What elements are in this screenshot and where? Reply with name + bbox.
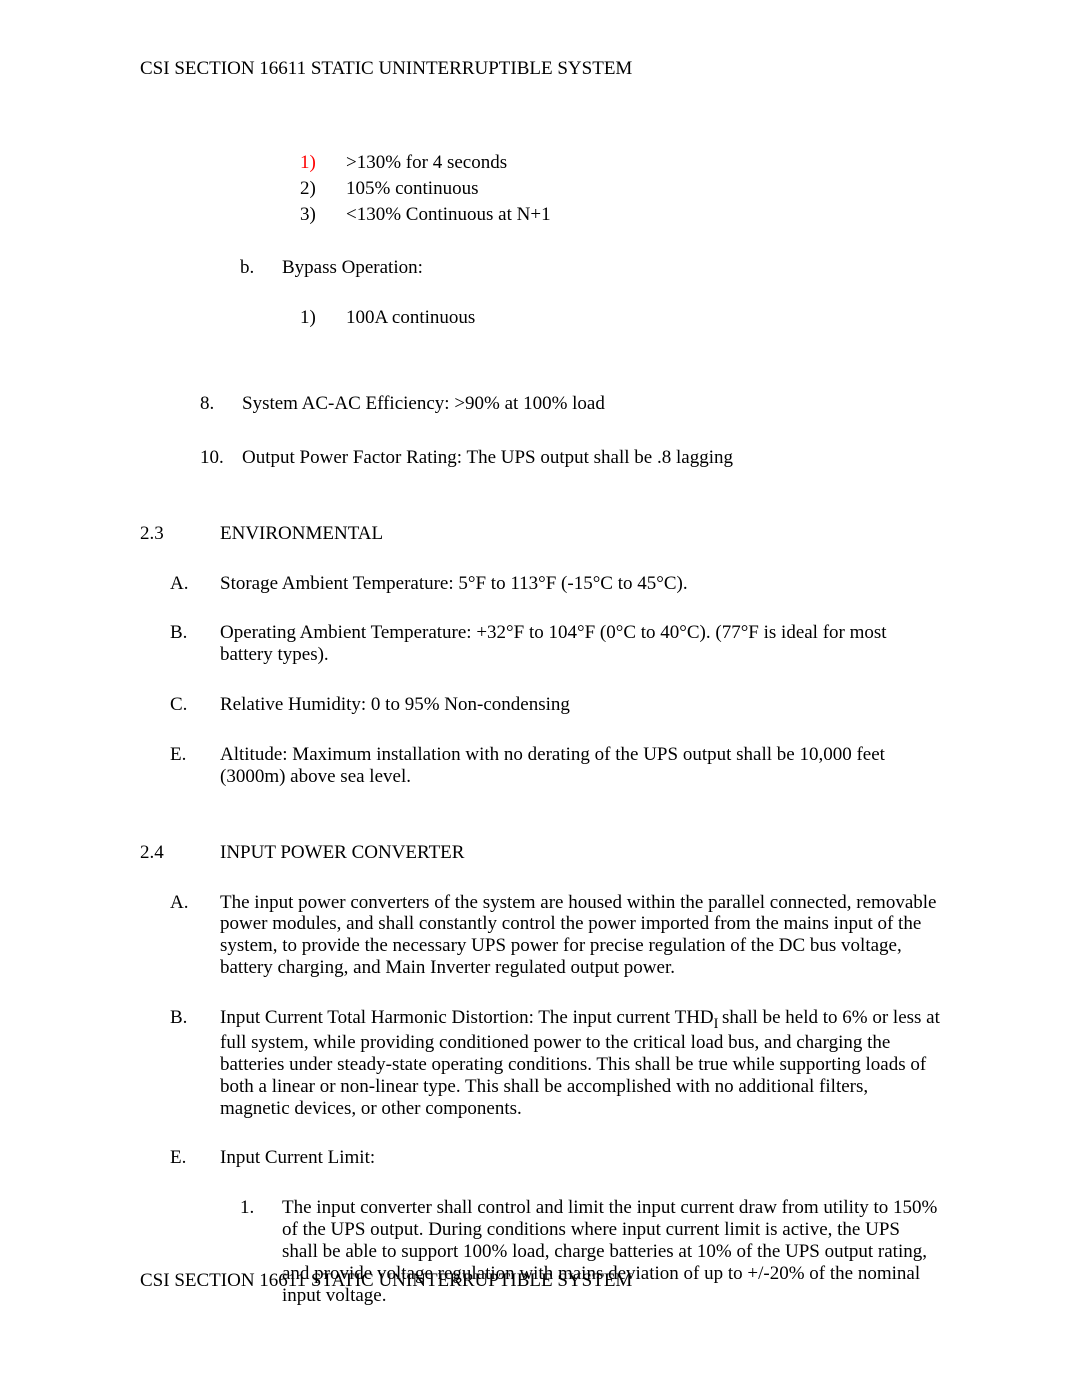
list-marker: 2) <box>300 178 346 200</box>
section-title: ENVIRONMENTAL <box>220 523 383 545</box>
env-item-e: E. Altitude: Maximum installation with n… <box>170 744 940 788</box>
list-marker: 10. <box>200 447 242 469</box>
ipc-item-a: A. The input power converters of the sys… <box>170 892 940 979</box>
env-item-c: C. Relative Humidity: 0 to 95% Non-conde… <box>170 694 940 716</box>
page-footer: CSI SECTION 16611 STATIC UNINTERRUPTIBLE… <box>140 1270 632 1292</box>
list-marker: B. <box>170 1007 220 1120</box>
section-2-3-heading: 2.3 ENVIRONMENTAL <box>140 523 940 545</box>
ipc-item-b: B. Input Current Total Harmonic Distorti… <box>170 1007 940 1120</box>
overload-item-2: 2) 105% continuous <box>300 178 940 200</box>
list-text: >130% for 4 seconds <box>346 152 507 174</box>
section-number: 2.4 <box>140 842 220 864</box>
document-page: CSI SECTION 16611 STATIC UNINTERRUPTIBLE… <box>0 0 1080 1397</box>
list-marker: E. <box>170 1147 220 1169</box>
section-number: 2.3 <box>140 523 220 545</box>
list-marker: 1) <box>300 152 346 174</box>
list-text: Output Power Factor Rating: The UPS outp… <box>242 447 733 469</box>
list-text: The input power converters of the system… <box>220 892 940 979</box>
list-text: Storage Ambient Temperature: 5°F to 113°… <box>220 573 940 595</box>
page-content: 1) >130% for 4 seconds 2) 105% continuou… <box>140 152 940 1307</box>
section-2-4-heading: 2.4 INPUT POWER CONVERTER <box>140 842 940 864</box>
page-header: CSI SECTION 16611 STATIC UNINTERRUPTIBLE… <box>140 58 940 80</box>
list-text: Relative Humidity: 0 to 95% Non-condensi… <box>220 694 940 716</box>
list-marker: E. <box>170 744 220 788</box>
list-marker: b. <box>240 257 282 279</box>
list-marker: C. <box>170 694 220 716</box>
env-item-b: B. Operating Ambient Temperature: +32°F … <box>170 622 940 666</box>
spec-item-8: 8. System AC-AC Efficiency: >90% at 100%… <box>200 393 940 415</box>
list-text: 100A continuous <box>346 307 475 329</box>
section-title: INPUT POWER CONVERTER <box>220 842 464 864</box>
list-marker: B. <box>170 622 220 666</box>
list-text: Bypass Operation: <box>282 257 423 279</box>
bypass-operation-heading: b. Bypass Operation: <box>240 257 940 279</box>
list-text: 105% continuous <box>346 178 478 200</box>
list-marker: 1) <box>300 307 346 329</box>
list-text: Altitude: Maximum installation with no d… <box>220 744 940 788</box>
overload-item-3: 3) <130% Continuous at N+1 <box>300 204 940 226</box>
spec-item-10: 10. Output Power Factor Rating: The UPS … <box>200 447 940 469</box>
list-text: <130% Continuous at N+1 <box>346 204 551 226</box>
bypass-item-1: 1) 100A continuous <box>300 307 940 329</box>
list-marker: A. <box>170 573 220 595</box>
list-marker: 8. <box>200 393 242 415</box>
list-text: Input Current Total Harmonic Distortion:… <box>220 1007 940 1120</box>
list-text: Input Current Limit: <box>220 1147 940 1169</box>
list-text: System AC-AC Efficiency: >90% at 100% lo… <box>242 393 605 415</box>
env-item-a: A. Storage Ambient Temperature: 5°F to 1… <box>170 573 940 595</box>
list-text: Operating Ambient Temperature: +32°F to … <box>220 622 940 666</box>
overload-item-1: 1) >130% for 4 seconds <box>300 152 940 174</box>
list-marker: A. <box>170 892 220 979</box>
list-marker: 3) <box>300 204 346 226</box>
ipc-item-e: E. Input Current Limit: <box>170 1147 940 1169</box>
